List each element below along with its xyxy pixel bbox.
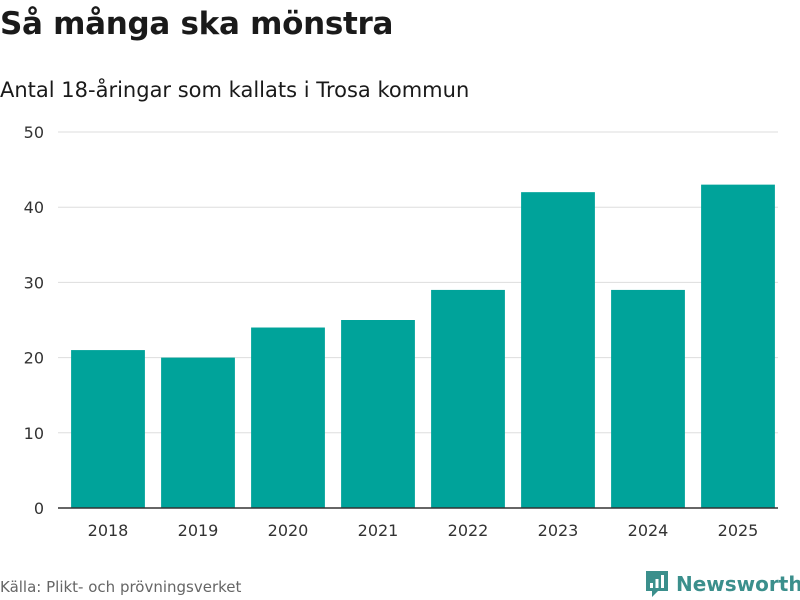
bar-2019 — [161, 357, 235, 508]
y-tick-label: 0 — [34, 499, 44, 518]
x-tick-label: 2018 — [88, 521, 129, 540]
brand-logo: Newsworthy — [644, 568, 800, 600]
bar-chart: 0 10 20 30 40 50 2018 2019 2020 2021 2022 2023 2024… — [24, 123, 778, 540]
x-tick-label: 2025 — [718, 521, 759, 540]
brand-name: Newsworthy — [676, 572, 800, 596]
bar-2024 — [611, 289, 685, 508]
y-tick-label: 30 — [24, 273, 44, 292]
bar-2020 — [251, 327, 325, 508]
bar-2018 — [71, 350, 145, 508]
y-tick-label: 40 — [24, 198, 44, 217]
y-tick-label: 20 — [24, 349, 44, 368]
x-tick-label: 2021 — [358, 521, 399, 540]
newsworthy-logo-icon — [646, 571, 668, 597]
chart-title: Så många ska mönstra — [0, 6, 394, 42]
y-axis-ticks: 0 10 20 30 40 50 — [24, 123, 44, 518]
chart-subtitle: Antal 18-åringar som kallats i Trosa kom… — [0, 78, 470, 102]
bar-2021 — [341, 320, 415, 508]
y-tick-label: 50 — [24, 123, 44, 142]
bars — [71, 184, 775, 508]
x-tick-label: 2020 — [268, 521, 309, 540]
x-tick-label: 2019 — [178, 521, 219, 540]
bar-2023 — [521, 192, 595, 508]
bar-2025 — [701, 184, 775, 508]
y-tick-label: 10 — [24, 424, 44, 443]
bar-2022 — [431, 289, 505, 508]
x-tick-label: 2022 — [448, 521, 489, 540]
source-note: Källa: Plikt- och prövningsverket — [0, 578, 242, 596]
x-axis-ticks: 2018 2019 2020 2021 2022 2023 2024 2025 — [88, 521, 759, 540]
x-tick-label: 2023 — [538, 521, 579, 540]
x-tick-label: 2024 — [628, 521, 669, 540]
